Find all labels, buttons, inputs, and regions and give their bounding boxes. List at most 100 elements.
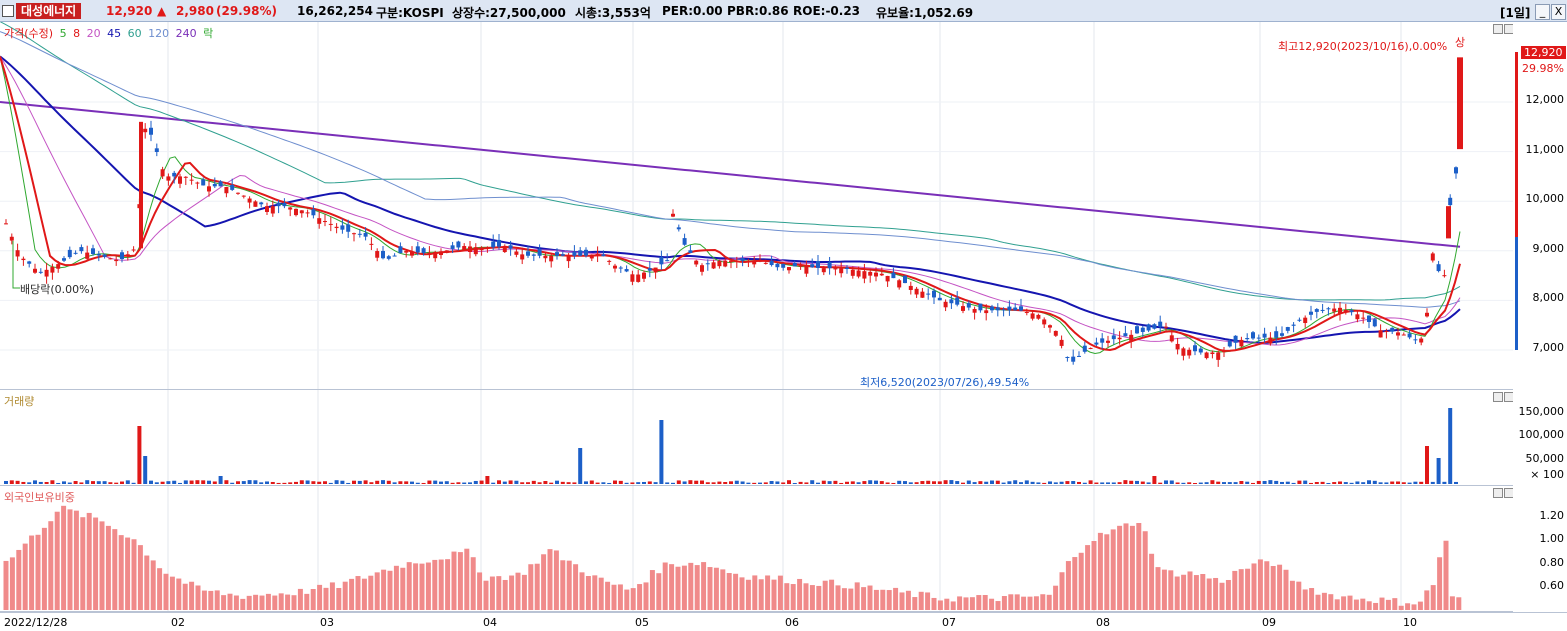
volume-bar	[1396, 481, 1400, 484]
foreign-bar	[125, 537, 131, 610]
volume-restore-button[interactable]	[1493, 392, 1503, 402]
volume-bar	[1210, 480, 1215, 484]
candle-body	[253, 201, 258, 207]
foreign-bar	[777, 575, 783, 610]
volume-bar	[1454, 481, 1458, 484]
volume-bar	[154, 482, 159, 484]
stock-name[interactable]: 대성에너지	[16, 3, 82, 19]
ftick-100: 1.00	[1539, 532, 1565, 545]
volume-bar	[270, 481, 275, 484]
foreign-bar	[489, 576, 495, 610]
ytick-9000: 9,000	[1532, 242, 1565, 255]
foreign-bar	[361, 578, 367, 610]
candle-body	[729, 260, 733, 263]
legend-ma8: 8	[73, 27, 81, 40]
candle-body	[566, 255, 571, 262]
foreign-bar	[150, 560, 156, 610]
foreign-bar	[624, 589, 630, 610]
volume-bar	[1297, 480, 1302, 484]
volume-bar	[839, 482, 844, 484]
candle-body	[653, 267, 658, 273]
period-selector[interactable]: [1일]	[1500, 6, 1531, 20]
volume-bar	[1001, 482, 1006, 484]
volume-bar	[990, 480, 994, 484]
foreign-bar	[1040, 594, 1046, 610]
volume-bar	[508, 480, 513, 484]
volume-bar	[1019, 482, 1023, 484]
window-checkbox[interactable]	[2, 5, 14, 17]
volume-bar	[723, 482, 728, 484]
minimize-button[interactable]: _	[1535, 4, 1550, 20]
volume-close-button[interactable]	[1504, 392, 1513, 402]
volume-bar	[1372, 480, 1377, 484]
foreign-restore-button[interactable]	[1493, 488, 1503, 498]
foreign-bar	[752, 575, 758, 610]
pane-close-button[interactable]	[1504, 24, 1513, 34]
foreign-bar	[48, 521, 54, 610]
foreign-bar	[291, 595, 297, 610]
volume-bar	[195, 480, 200, 484]
legend-ma120: 120	[148, 27, 170, 40]
candle-body	[775, 263, 780, 268]
candle-body	[1390, 327, 1395, 332]
foreign-close-button[interactable]	[1504, 488, 1513, 498]
candle-body	[212, 183, 217, 187]
candle-body	[1436, 264, 1441, 272]
foreign-bar	[739, 577, 745, 610]
volume-bar	[810, 480, 815, 484]
volume-bar	[363, 480, 368, 484]
volume-bar	[1216, 481, 1221, 484]
volume-bar	[705, 482, 710, 484]
volume-bar	[955, 481, 960, 484]
candle-body	[618, 267, 623, 269]
candle-body	[1396, 332, 1400, 336]
volume-bar	[265, 481, 269, 484]
volume-bar	[1430, 481, 1435, 484]
volume-bar	[305, 480, 310, 484]
foreign-bar	[1379, 597, 1385, 610]
volume-bar	[4, 480, 8, 484]
market-cap: 시총:3,553억	[575, 6, 651, 20]
foreign-bar	[1181, 574, 1187, 610]
foreign-bar	[713, 567, 719, 610]
volume-bar	[1436, 458, 1441, 484]
title-bar: 대성에너지 12,920 ▲ 2,980 (29.98%) 16,262,254…	[0, 0, 1567, 22]
candle-body	[1077, 355, 1081, 357]
volume-bar	[334, 480, 339, 484]
candle-body	[1227, 340, 1232, 347]
candle-body	[734, 260, 739, 262]
candle-body	[50, 266, 55, 273]
volume-pane[interactable]: 거래량	[0, 390, 1513, 486]
volume-bar	[1036, 482, 1041, 484]
foreign-ownership-pane[interactable]: 외국인보유비중	[0, 486, 1513, 612]
foreign-bar	[470, 557, 476, 610]
candle-body	[1291, 324, 1296, 326]
close-button[interactable]: X	[1551, 4, 1566, 20]
volume-bar	[1100, 482, 1105, 484]
price-chart-pane[interactable]: 가격(수정) 5 8 20 45 60 120 240 락 최고12,920(2…	[0, 22, 1513, 390]
pane-restore-button[interactable]	[1493, 24, 1503, 34]
volume-bar	[700, 480, 704, 484]
candle-body	[154, 148, 159, 152]
foreign-bar	[758, 579, 764, 610]
candle-body	[1274, 331, 1279, 338]
volume-bar	[578, 448, 583, 484]
volume-bar	[1071, 481, 1076, 484]
foreign-axis: 1.20 1.00 0.80 0.60	[1513, 486, 1567, 612]
candle-body	[160, 169, 165, 177]
volume-bar	[1077, 481, 1081, 484]
volume-bar	[879, 481, 884, 484]
candle-body	[9, 236, 14, 241]
volume-bar	[1007, 481, 1012, 484]
candle-body	[67, 249, 72, 258]
volume-bar	[1106, 482, 1110, 484]
volume-bar	[694, 480, 699, 484]
volume-bar	[21, 481, 26, 484]
volume-bar	[357, 480, 362, 484]
volume-bar	[1355, 481, 1360, 484]
ytick-7000: 7,000	[1532, 341, 1565, 354]
foreign-bar	[208, 590, 214, 610]
candle-body	[630, 274, 635, 282]
volume-bar	[1088, 480, 1093, 484]
volume-bar	[978, 481, 983, 484]
